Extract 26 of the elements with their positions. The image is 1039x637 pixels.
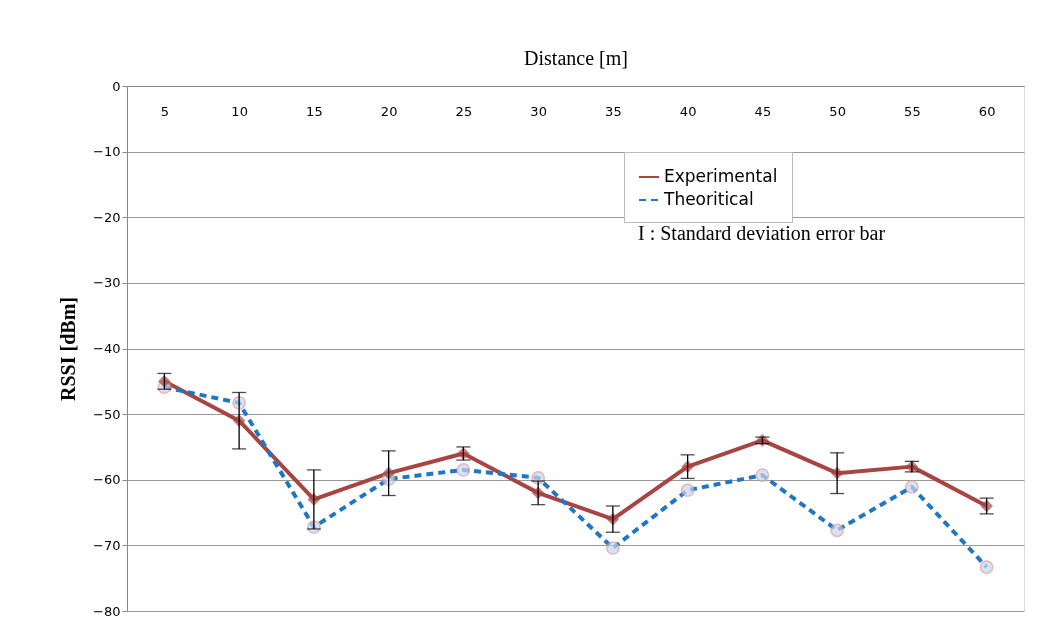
y-tick-label: −20 (93, 209, 121, 225)
x-tick-label: 40 (679, 103, 697, 119)
x-tick-label: 10 (231, 103, 248, 119)
x-tick-label: 30 (530, 103, 547, 119)
y-tick-label: −50 (93, 406, 121, 422)
x-tick-label: 35 (605, 103, 622, 119)
y-tick-label: −60 (93, 472, 121, 488)
x-tick-label: 55 (904, 103, 921, 119)
x-tick-label: 15 (306, 103, 323, 119)
x-tick-label: 60 (978, 103, 996, 119)
y-tick-label: −30 (93, 275, 121, 291)
x-axis-title: Distance [m] (524, 46, 628, 69)
annotation: I : Standard deviation error bar (638, 222, 886, 244)
x-tick-label: 50 (829, 103, 846, 119)
y-axis-title: RSSI [dBm] (57, 297, 80, 401)
legend-label: Theoritical (663, 189, 754, 209)
y-tick-label: −80 (93, 603, 121, 619)
x-tick-label: 45 (754, 103, 772, 119)
x-tick-label: 20 (380, 103, 398, 119)
y-tick-label: 0 (112, 78, 121, 94)
x-tick-label: 5 (160, 103, 170, 119)
y-tick-label: −70 (93, 537, 121, 553)
y-tick-label: −40 (93, 341, 121, 356)
legend-label: Experimental (664, 166, 778, 186)
x-tick-label: 25 (455, 103, 473, 119)
y-tick-label: −10 (93, 144, 121, 160)
